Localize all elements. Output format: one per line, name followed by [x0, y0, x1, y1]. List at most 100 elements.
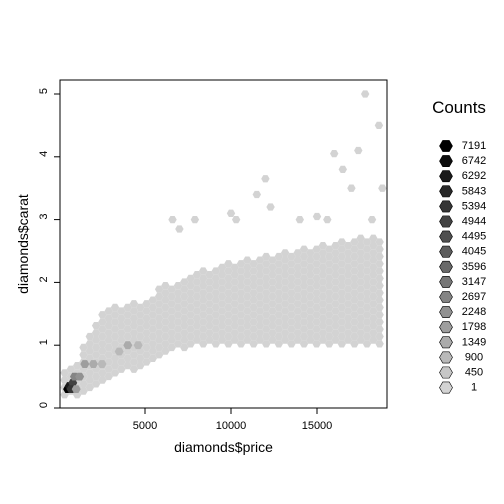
hexbin-cell — [375, 311, 384, 319]
hexbin-cell — [243, 300, 252, 308]
hexbin-cell — [331, 249, 340, 257]
hexbin-cell — [104, 343, 113, 352]
legend-label: 4944 — [462, 216, 486, 228]
hexbin-cell — [274, 318, 284, 326]
hexbin-cell — [325, 274, 334, 282]
hexbin-cell — [98, 332, 107, 341]
hexbin-cell — [79, 380, 88, 388]
hexbin-cell — [287, 311, 296, 319]
hexbin-cell — [180, 285, 189, 293]
hexbin-cell — [230, 336, 239, 344]
hexbin-cell — [268, 329, 277, 337]
hexbin-cell — [306, 271, 315, 279]
hexbin-cell — [255, 307, 265, 315]
hexbin-cell — [293, 256, 302, 264]
legend-label: 3596 — [462, 261, 486, 273]
hexbin-cell — [337, 289, 347, 297]
legend-swatch — [439, 275, 453, 288]
hexbin-cell — [280, 271, 290, 279]
hexbin-cell — [280, 336, 290, 344]
hexbin-cell — [312, 296, 321, 304]
hexbin-cell — [123, 332, 132, 341]
hexbin-cell — [318, 241, 328, 250]
hexbin-cell — [217, 307, 227, 315]
hexbin-cell — [325, 252, 334, 261]
hexbin-cell — [205, 329, 214, 337]
hexbin-cell — [117, 365, 126, 373]
hexbin-cell — [350, 260, 359, 268]
hexbin-cell — [255, 321, 265, 330]
hexbin-cell — [224, 281, 233, 290]
hexbin-cell — [343, 271, 353, 279]
hexbin-cell — [85, 332, 95, 341]
hexbin-cell — [136, 303, 145, 312]
hexbin-cell — [173, 311, 183, 319]
hexbin-cell — [98, 369, 107, 377]
hexbin-cell — [356, 300, 365, 308]
hexbin-cell — [79, 387, 88, 395]
hexbin-cell — [211, 267, 221, 275]
hexbin-cell — [243, 278, 252, 286]
hexbin-cell — [136, 347, 145, 355]
hexbin-cell — [199, 281, 208, 290]
hexbin-cell — [142, 358, 151, 366]
hexbin-cell — [280, 256, 290, 264]
hexbin-cell — [180, 321, 189, 330]
hexbin-cell — [343, 249, 353, 257]
hexbin-cell — [280, 321, 290, 330]
hexbin-cell — [343, 278, 353, 286]
hexbin-cell — [180, 329, 189, 337]
hexbin-cell — [287, 289, 296, 297]
hexbin-cell-outlier — [175, 225, 184, 233]
hexbin-cell — [123, 361, 132, 370]
hexbin-cell — [161, 318, 170, 326]
hexbin-cell — [318, 300, 328, 308]
hexbin-cell — [299, 245, 309, 253]
hexbin-cell — [148, 296, 158, 304]
hexbin-cell — [249, 296, 258, 304]
hexbin-cell — [154, 343, 164, 352]
hexbin-cell — [161, 281, 170, 290]
legend-swatch — [439, 155, 453, 168]
hexbin-cell — [180, 278, 189, 286]
hexbin-cell-dense — [80, 360, 90, 368]
hexbin-cell — [350, 296, 359, 304]
hexbin-cell — [350, 281, 359, 290]
hexbin-cell — [325, 303, 334, 312]
hexbin-cell — [312, 281, 321, 290]
hexbin-cell — [356, 278, 365, 286]
hexbin-cell — [154, 329, 164, 337]
hexbin-cell — [312, 332, 321, 341]
hexbin-cell — [293, 249, 302, 257]
hexbin-cell — [325, 332, 334, 341]
hexbin-cell — [268, 307, 277, 315]
hexbin-cell — [274, 303, 284, 312]
hexbin-cell — [287, 260, 296, 268]
hexbin-cell-outlier — [190, 215, 200, 224]
hexbin-cell — [85, 347, 95, 355]
hexbin-cell — [337, 267, 347, 275]
hexbin-cell — [211, 311, 221, 319]
hexbin-cell — [337, 311, 347, 319]
hexbin-cell — [66, 365, 76, 373]
hexbin-cell — [287, 318, 296, 326]
hexbin-cell — [98, 340, 107, 348]
hexbin-cell — [98, 318, 107, 326]
hexbin-cell — [375, 303, 384, 312]
hexbin-cell — [173, 296, 183, 304]
hexbin-cell — [274, 311, 284, 319]
legend-label: 5843 — [462, 185, 486, 197]
hexbin-cell — [230, 329, 239, 337]
hexbin-cell — [369, 300, 378, 308]
hexbin-cell — [211, 303, 221, 312]
hexbin-cell — [356, 241, 365, 250]
hexbin-cell — [167, 336, 176, 344]
hexbin-cell-outlier — [231, 215, 241, 224]
hexbin-cell — [337, 252, 347, 261]
hexbin-cell — [375, 260, 384, 268]
hexbin-cell — [306, 321, 315, 330]
hexbin-cell — [350, 340, 359, 348]
hexbin-cell — [199, 274, 208, 282]
hexbin-cell — [142, 314, 151, 322]
hexbin-cell — [192, 292, 202, 301]
